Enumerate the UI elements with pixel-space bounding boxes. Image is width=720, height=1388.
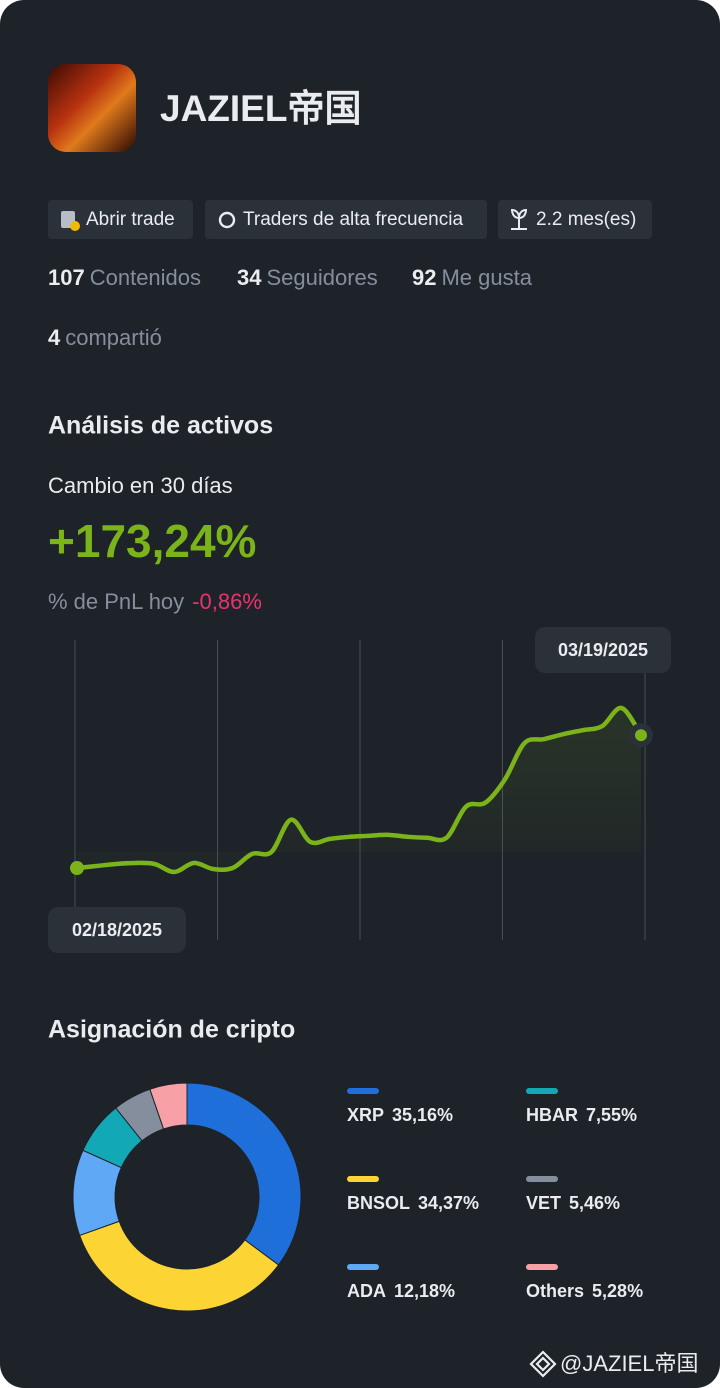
donut-slice	[186, 1082, 302, 1266]
stat-value: 34	[237, 265, 262, 290]
legend-entry: VET 5,46%	[526, 1193, 620, 1213]
line-chart: 03/19/2025 02/18/2025	[48, 627, 671, 953]
stat-label: Contenidos	[90, 265, 201, 290]
stat[interactable]: 107 Contenidos	[48, 265, 201, 290]
stat: 4 compartió	[48, 325, 162, 350]
date-tooltip	[535, 627, 671, 673]
date-label: 03/19/2025	[558, 640, 648, 660]
legend-swatch	[526, 1264, 558, 1270]
date-label: 02/18/2025	[72, 920, 162, 940]
tag-text: 2.2 mes(es)	[536, 209, 636, 230]
legend-entry: BNSOL 34,37%	[347, 1193, 479, 1213]
legend-name: XRP	[347, 1105, 384, 1125]
tag-text: Abrir trade	[86, 209, 175, 230]
legend-value: 7,55%	[586, 1105, 637, 1125]
legend-name: VET	[526, 1193, 561, 1213]
tag-icon	[70, 221, 80, 231]
legend-name: HBAR	[526, 1105, 578, 1125]
tag	[498, 200, 652, 239]
user-name: JAZIEL帝国	[160, 88, 361, 129]
legend-value: 35,16%	[392, 1105, 453, 1125]
pnl-label: % de PnL hoy	[48, 589, 184, 614]
donut-chart: XRP 35,16% BNSOL 34,37% ADA 12,18% HBAR 7,55% VE…	[72, 1082, 643, 1312]
legend-value: 12,18%	[394, 1281, 455, 1301]
line	[74, 705, 644, 875]
legend-entry: Others 5,28%	[526, 1281, 643, 1301]
tag	[48, 200, 193, 239]
legend-entry: XRP 35,16%	[347, 1105, 453, 1125]
tag-icon	[510, 208, 528, 230]
legend-name: Others	[526, 1281, 584, 1301]
legend-value: 5,28%	[592, 1281, 643, 1301]
change-label: Cambio en 30 días	[48, 473, 233, 498]
donut-slice	[149, 1082, 188, 1130]
legend-value: 34,37%	[418, 1193, 479, 1213]
stat[interactable]: 92 Me gusta	[412, 265, 533, 290]
stat-value: 92	[412, 265, 436, 290]
change-value: +173,24%	[48, 515, 256, 567]
tag	[205, 200, 487, 239]
stat-value: 107	[48, 265, 85, 290]
pnl-value: -0,86%	[192, 589, 262, 614]
stat[interactable]: 34 Seguidores	[237, 265, 378, 290]
end-point	[635, 729, 647, 742]
pnl: % de PnL hoy -0,86%	[48, 589, 262, 614]
tag-icon	[218, 211, 236, 229]
legend-entry: HBAR 7,55%	[526, 1105, 637, 1125]
legend-name: ADA	[347, 1281, 386, 1301]
legend-value: 5,46%	[569, 1193, 620, 1213]
legend-entry: ADA 12,18%	[347, 1281, 455, 1301]
date-tooltip	[48, 907, 186, 953]
legend-swatch	[526, 1176, 558, 1182]
watermark: @JAZIEL帝国	[560, 1351, 698, 1376]
legend-swatch	[526, 1088, 558, 1094]
section-title: Asignación de cripto	[48, 1016, 295, 1044]
donut-slice	[79, 1220, 280, 1312]
stat-value: 4	[48, 325, 61, 350]
line-area	[77, 707, 641, 873]
legend-name: BNSOL	[347, 1193, 410, 1213]
legend-swatch	[347, 1176, 379, 1182]
tag-text: Traders de alta frecuencia	[243, 209, 463, 230]
legend-swatch	[347, 1088, 379, 1094]
section-title: Análisis de activos	[48, 412, 273, 440]
stat-label: Seguidores	[266, 265, 377, 290]
watermark-logo	[529, 1350, 557, 1378]
stat-label: compartió	[65, 325, 162, 350]
start-point	[70, 861, 84, 876]
stat-label: Me gusta	[441, 265, 532, 290]
legend-swatch	[347, 1264, 379, 1270]
avatar[interactable]	[48, 64, 136, 152]
